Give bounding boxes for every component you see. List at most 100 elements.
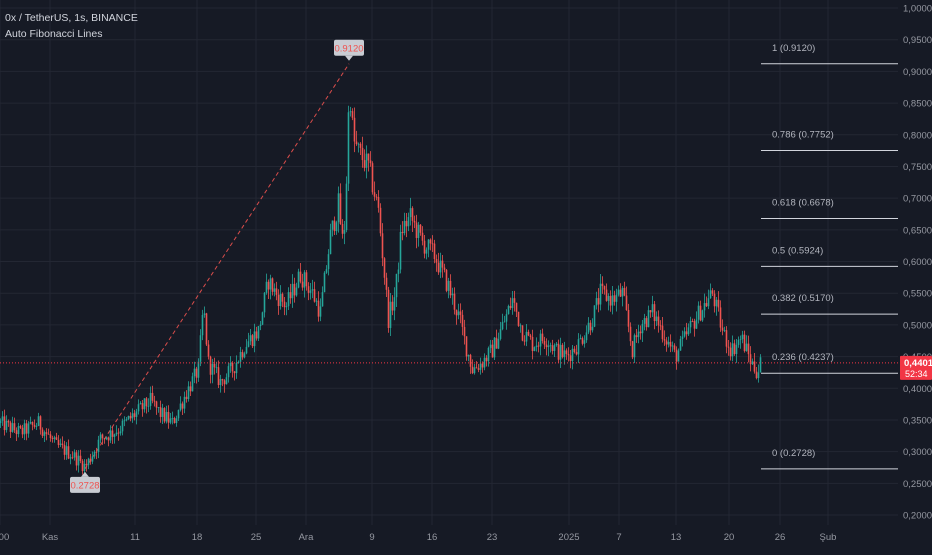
candle-body — [201, 314, 204, 336]
candle-body — [355, 141, 358, 145]
candle-body — [405, 220, 408, 227]
candle-body — [461, 314, 464, 327]
candle-body — [407, 217, 410, 227]
price-axis-label: 0,3500 — [903, 415, 932, 426]
candle-body — [453, 293, 456, 310]
candle-body — [145, 398, 148, 407]
candle-body — [57, 439, 60, 445]
candle-body — [257, 326, 260, 339]
price-axis-label: 1,0000 — [903, 4, 932, 15]
candle-body — [229, 362, 232, 367]
candle-body — [171, 418, 174, 419]
candle-body — [543, 340, 546, 345]
candle-body — [337, 193, 340, 223]
candle-body — [113, 434, 116, 437]
candle-body — [571, 348, 574, 361]
swing-high-marker-box — [334, 39, 364, 56]
candle-body — [583, 340, 586, 344]
candle-body — [671, 345, 674, 347]
candle-body — [47, 433, 50, 435]
candle-body — [385, 277, 388, 290]
candle-body — [607, 296, 610, 301]
candle-body — [525, 331, 528, 342]
indicator-label[interactable]: Auto Fibonacci Lines — [5, 28, 103, 40]
candle-body — [503, 321, 506, 323]
candle-body — [357, 143, 360, 145]
candle-body — [333, 220, 336, 232]
candle-body — [27, 423, 30, 434]
candle-body — [35, 425, 38, 427]
candle-body — [339, 193, 342, 225]
candle-body — [349, 111, 352, 113]
price-axis-label: 0,3000 — [903, 447, 932, 458]
candle-body — [77, 455, 80, 466]
symbol-title[interactable]: 0x / TetherUS, 1s, BINANCE — [5, 12, 138, 24]
candle-body — [433, 243, 436, 260]
candle-body — [15, 430, 18, 435]
candle-body — [267, 281, 270, 290]
candle-body — [21, 427, 24, 435]
candle-body — [423, 240, 426, 254]
candle-body — [329, 229, 332, 255]
countdown-timer: 52:34 — [905, 369, 928, 379]
candle-body — [381, 233, 384, 259]
candle-body — [735, 344, 738, 355]
candle-body — [649, 310, 652, 313]
candle-body — [751, 361, 754, 365]
time-axis-label: 18 — [192, 532, 203, 543]
candle-body — [179, 403, 182, 411]
candle-body — [241, 352, 244, 358]
candle-body — [535, 345, 538, 348]
candle-body — [223, 380, 226, 385]
candle-body — [85, 463, 88, 466]
candle-body — [341, 224, 344, 234]
candle-body — [287, 292, 290, 307]
candle-body — [109, 430, 112, 441]
candle-body — [103, 438, 106, 440]
candle-body — [727, 346, 730, 348]
candle-body — [451, 293, 454, 296]
candle-body — [711, 290, 714, 294]
candle-body — [687, 327, 690, 335]
candle-body — [399, 231, 402, 270]
candle-body — [299, 271, 302, 282]
candle-body — [471, 366, 474, 374]
price-badge — [900, 355, 932, 380]
time-axis-label: Kas — [42, 532, 59, 543]
candle-body — [639, 331, 642, 334]
candle-body — [445, 269, 448, 291]
candle-body — [737, 339, 740, 345]
candle-body — [65, 446, 68, 455]
candle-body — [279, 293, 282, 307]
candle-body — [83, 463, 86, 471]
candle-body — [743, 334, 746, 352]
candle-body — [693, 321, 696, 329]
candle-body — [1, 416, 4, 421]
candle-body — [593, 305, 596, 327]
candle-body — [13, 423, 16, 431]
candle-body — [377, 197, 380, 208]
candle-body — [425, 249, 428, 254]
candle-body — [719, 307, 722, 328]
candle-body — [673, 345, 676, 350]
candle-body — [345, 183, 348, 230]
candle-body — [555, 343, 558, 346]
candle-body — [139, 403, 142, 405]
candle-body — [725, 330, 728, 347]
price-axis-label: 0,8500 — [903, 99, 932, 110]
price-axis-label: 0,5000 — [903, 320, 932, 331]
candle-body — [409, 208, 412, 218]
candle-body — [699, 305, 702, 321]
candle-body — [443, 267, 446, 270]
candle-body — [159, 407, 162, 417]
candle-body — [657, 316, 660, 326]
candle-body — [529, 335, 532, 338]
candle-body — [7, 420, 10, 423]
candle-body — [695, 319, 698, 329]
candle-body — [703, 303, 706, 311]
candle-body — [415, 222, 418, 238]
candle-body — [587, 322, 590, 333]
candle-body — [353, 117, 356, 142]
